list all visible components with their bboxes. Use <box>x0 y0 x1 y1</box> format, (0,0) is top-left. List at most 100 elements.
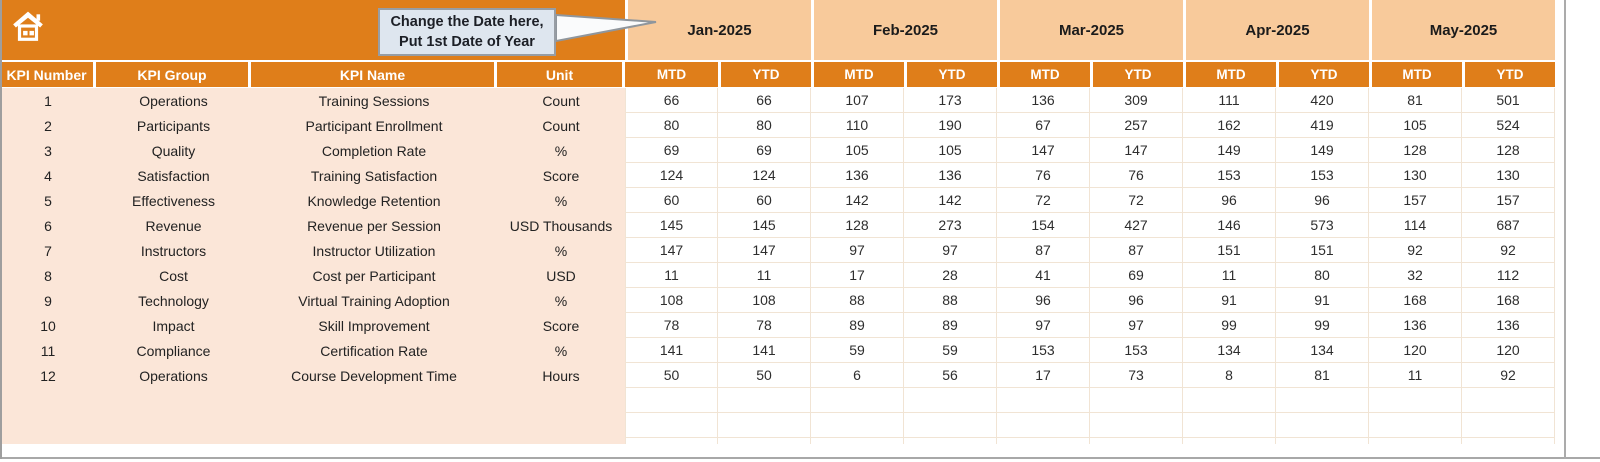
value-cell[interactable]: 41 <box>997 263 1090 288</box>
value-cell[interactable]: 136 <box>904 163 997 188</box>
value-cell[interactable]: 524 <box>1462 113 1555 138</box>
value-cell[interactable]: 273 <box>904 213 997 238</box>
kpi-group-cell[interactable]: Instructors <box>96 238 251 263</box>
kpi-group-cell[interactable]: Cost <box>96 263 251 288</box>
value-cell[interactable]: 76 <box>1090 163 1183 188</box>
unit-cell[interactable]: % <box>497 138 625 163</box>
kpi-number-cell[interactable] <box>0 438 96 444</box>
value-cell[interactable]: 59 <box>811 338 904 363</box>
value-cell[interactable]: 151 <box>1183 238 1276 263</box>
value-cell[interactable] <box>1369 413 1462 438</box>
value-cell[interactable]: 6 <box>811 363 904 388</box>
value-cell[interactable] <box>718 438 811 444</box>
value-cell[interactable] <box>997 413 1090 438</box>
value-cell[interactable]: 97 <box>904 238 997 263</box>
kpi-number-cell[interactable]: 2 <box>0 113 96 138</box>
kpi-number-cell[interactable] <box>0 388 96 413</box>
value-cell[interactable]: 72 <box>1090 188 1183 213</box>
unit-cell[interactable]: Score <box>497 313 625 338</box>
value-cell[interactable]: 91 <box>1183 288 1276 313</box>
unit-cell[interactable] <box>497 388 625 413</box>
kpi-number-cell[interactable]: 10 <box>0 313 96 338</box>
value-cell[interactable]: 92 <box>1462 363 1555 388</box>
month-header-cell-feb[interactable]: Feb-2025 <box>811 0 997 60</box>
value-cell[interactable]: 136 <box>1462 313 1555 338</box>
kpi-group-cell[interactable]: Operations <box>96 88 251 113</box>
value-cell[interactable]: 96 <box>1183 188 1276 213</box>
kpi-name-cell[interactable]: Certification Rate <box>251 338 497 363</box>
value-cell[interactable]: 147 <box>1090 138 1183 163</box>
value-cell[interactable]: 96 <box>1276 188 1369 213</box>
value-cell[interactable]: 112 <box>1462 263 1555 288</box>
kpi-group-cell[interactable] <box>96 388 251 413</box>
kpi-name-cell[interactable]: Skill Improvement <box>251 313 497 338</box>
value-cell[interactable]: 11 <box>625 263 718 288</box>
kpi-number-cell[interactable]: 12 <box>0 363 96 388</box>
value-cell[interactable] <box>1276 388 1369 413</box>
value-cell[interactable]: 141 <box>718 338 811 363</box>
value-cell[interactable]: 173 <box>904 88 997 113</box>
value-cell[interactable] <box>997 438 1090 444</box>
value-cell[interactable]: 153 <box>997 338 1090 363</box>
value-cell[interactable]: 11 <box>718 263 811 288</box>
kpi-group-cell[interactable]: Participants <box>96 113 251 138</box>
kpi-number-cell[interactable]: 1 <box>0 88 96 113</box>
kpi-group-cell[interactable]: Effectiveness <box>96 188 251 213</box>
value-cell[interactable]: 89 <box>811 313 904 338</box>
value-cell[interactable]: 151 <box>1276 238 1369 263</box>
value-cell[interactable]: 50 <box>718 363 811 388</box>
value-cell[interactable]: 142 <box>904 188 997 213</box>
kpi-name-cell[interactable]: Participant Enrollment <box>251 113 497 138</box>
value-cell[interactable]: 81 <box>1276 363 1369 388</box>
value-cell[interactable] <box>1183 438 1276 444</box>
value-cell[interactable]: 105 <box>904 138 997 163</box>
value-cell[interactable]: 153 <box>1276 163 1369 188</box>
value-cell[interactable]: 157 <box>1369 188 1462 213</box>
kpi-group-cell[interactable]: Operations <box>96 363 251 388</box>
kpi-name-cell[interactable]: Virtual Training Adoption <box>251 288 497 313</box>
value-cell[interactable]: 78 <box>625 313 718 338</box>
value-cell[interactable]: 17 <box>997 363 1090 388</box>
value-cell[interactable]: 190 <box>904 113 997 138</box>
kpi-name-cell[interactable]: Knowledge Retention <box>251 188 497 213</box>
kpi-name-cell[interactable] <box>251 388 497 413</box>
value-cell[interactable]: 28 <box>904 263 997 288</box>
value-cell[interactable] <box>811 438 904 444</box>
value-cell[interactable]: 105 <box>1369 113 1462 138</box>
value-cell[interactable]: 136 <box>1369 313 1462 338</box>
kpi-group-cell[interactable]: Revenue <box>96 213 251 238</box>
value-cell[interactable]: 8 <box>1183 363 1276 388</box>
value-cell[interactable]: 59 <box>904 338 997 363</box>
value-cell[interactable]: 108 <box>625 288 718 313</box>
value-cell[interactable]: 73 <box>1090 363 1183 388</box>
unit-cell[interactable]: USD <box>497 263 625 288</box>
value-cell[interactable]: 32 <box>1369 263 1462 288</box>
unit-cell[interactable]: Hours <box>497 363 625 388</box>
kpi-name-cell[interactable]: Course Development Time <box>251 363 497 388</box>
value-cell[interactable]: 145 <box>625 213 718 238</box>
value-cell[interactable]: 120 <box>1462 338 1555 363</box>
value-cell[interactable]: 78 <box>718 313 811 338</box>
kpi-number-cell[interactable]: 8 <box>0 263 96 288</box>
value-cell[interactable]: 89 <box>904 313 997 338</box>
value-cell[interactable]: 69 <box>718 138 811 163</box>
unit-cell[interactable]: % <box>497 338 625 363</box>
value-cell[interactable]: 134 <box>1276 338 1369 363</box>
value-cell[interactable]: 80 <box>625 113 718 138</box>
kpi-group-cell[interactable]: Compliance <box>96 338 251 363</box>
kpi-name-cell[interactable]: Revenue per Session <box>251 213 497 238</box>
value-cell[interactable]: 87 <box>1090 238 1183 263</box>
value-cell[interactable]: 87 <box>997 238 1090 263</box>
value-cell[interactable] <box>1369 438 1462 444</box>
unit-cell[interactable]: Score <box>497 163 625 188</box>
value-cell[interactable]: 128 <box>811 213 904 238</box>
unit-cell[interactable]: USD Thousands <box>497 213 625 238</box>
kpi-group-cell[interactable]: Quality <box>96 138 251 163</box>
kpi-name-cell[interactable] <box>251 438 497 444</box>
unit-cell[interactable]: % <box>497 288 625 313</box>
kpi-group-cell[interactable]: Impact <box>96 313 251 338</box>
value-cell[interactable]: 108 <box>718 288 811 313</box>
value-cell[interactable]: 419 <box>1276 113 1369 138</box>
value-cell[interactable]: 69 <box>625 138 718 163</box>
value-cell[interactable]: 69 <box>1090 263 1183 288</box>
